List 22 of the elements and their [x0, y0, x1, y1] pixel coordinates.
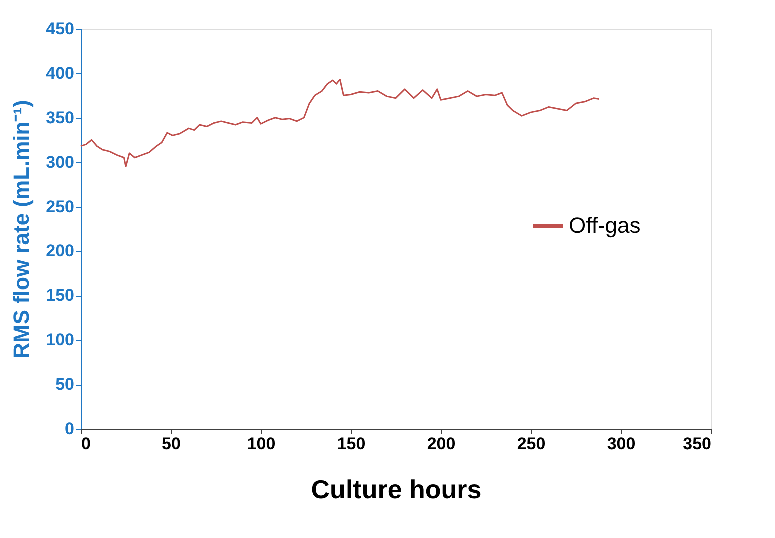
y-tick-label: 300 — [46, 152, 74, 172]
line-series — [80, 78, 600, 168]
y-tick-label: 450 — [46, 20, 74, 38]
y-tick-label: 150 — [46, 286, 74, 306]
x-tick-label: 100 — [247, 434, 276, 454]
y-tick-label: 250 — [46, 197, 74, 216]
y-axis-title: RMS flow rate (mL.min⁻¹) — [9, 100, 34, 359]
y-tick-label: 0 — [65, 420, 74, 438]
x-tick-label: 300 — [607, 434, 636, 454]
y-tick-label: 400 — [46, 64, 74, 83]
y-tick-label: 50 — [56, 375, 74, 394]
x-tick-label: 250 — [517, 434, 546, 454]
y-tick-label: 350 — [46, 108, 74, 128]
x-tick-label: 200 — [427, 434, 456, 454]
y-tick-label: 100 — [46, 330, 74, 350]
x-tick-label: 150 — [337, 434, 366, 454]
x-axis-title: Culture hours — [311, 474, 482, 504]
x-tick-label: 350 — [683, 434, 712, 454]
y-tick-label: 200 — [46, 242, 74, 261]
legend-label: Off-gas — [569, 213, 641, 238]
x-tick-label: 0 — [82, 434, 91, 454]
x-tick-label: 50 — [162, 434, 181, 454]
